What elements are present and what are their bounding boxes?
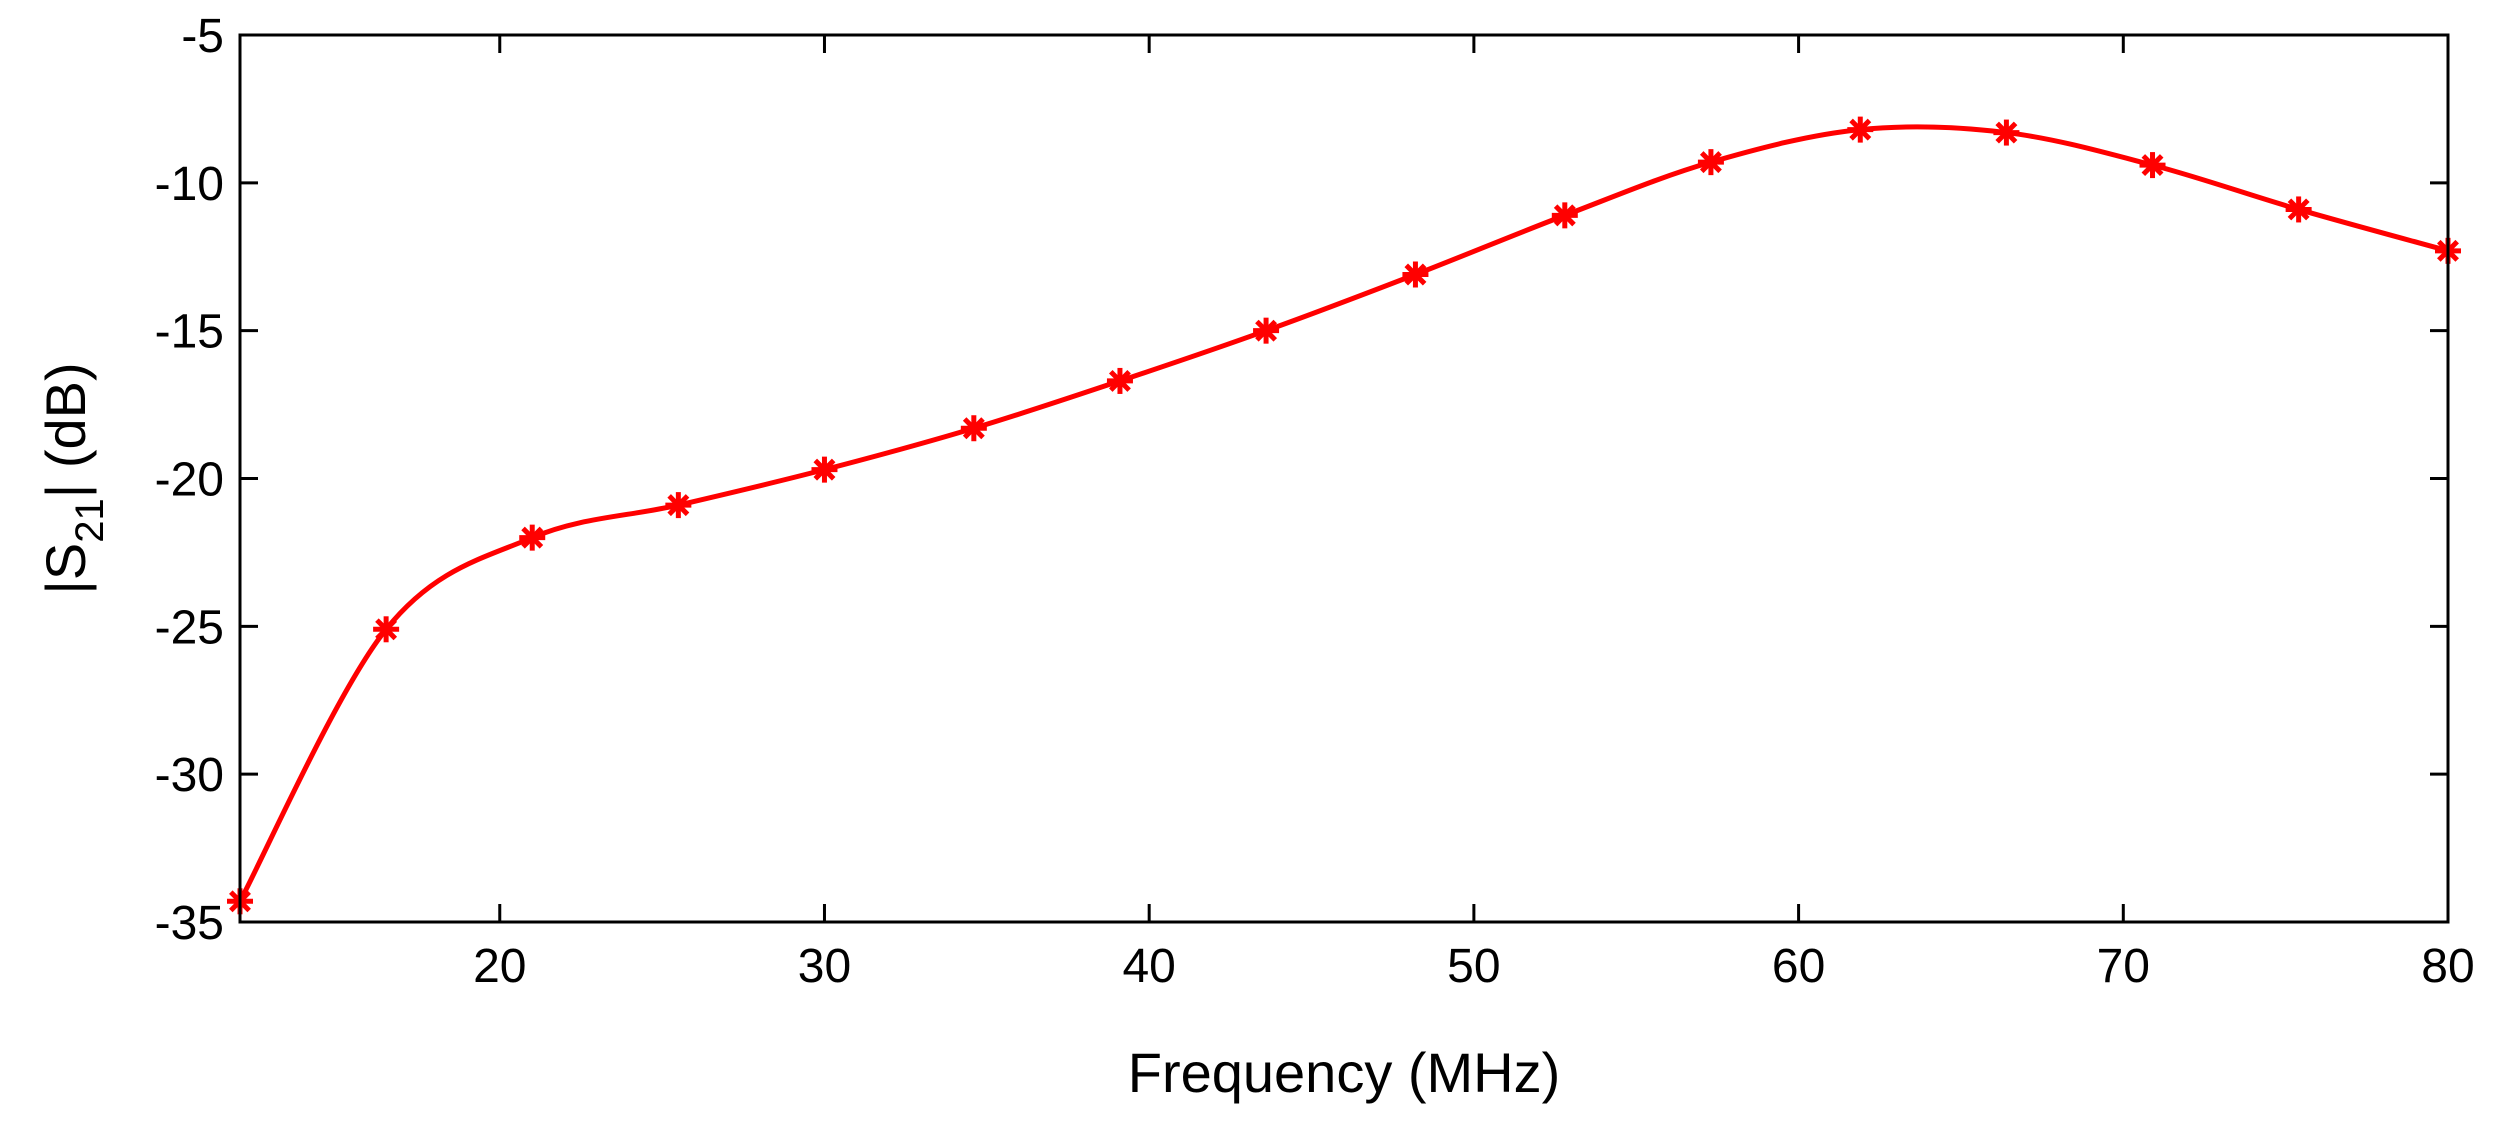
plot-frame bbox=[238, 33, 2450, 924]
y-tick-label: -10 bbox=[155, 158, 224, 211]
data-point-marker bbox=[2285, 196, 2312, 223]
x-tick-label: 60 bbox=[1772, 940, 1825, 993]
data-point-marker bbox=[373, 616, 400, 643]
x-tick-label: 70 bbox=[2097, 940, 2150, 993]
x-tick-label: 50 bbox=[1447, 940, 1500, 993]
data-point-marker bbox=[1847, 116, 1874, 143]
data-point-marker bbox=[1697, 149, 1724, 176]
data-point-marker bbox=[1106, 367, 1133, 394]
series-layer bbox=[227, 116, 2461, 915]
data-point-marker bbox=[1402, 261, 1429, 288]
series-line bbox=[237, 124, 2449, 903]
y-axis-label-subscript: 21 bbox=[68, 498, 112, 543]
data-point-marker bbox=[1551, 202, 1578, 229]
x-tick-label: 40 bbox=[1122, 940, 1175, 993]
x-tick-label: 20 bbox=[473, 940, 526, 993]
data-point-marker bbox=[811, 456, 838, 483]
y-tick-label: -5 bbox=[181, 10, 224, 63]
x-axis-label: Frequency (MHz) bbox=[1128, 1041, 1561, 1104]
y-tick-label: -30 bbox=[155, 749, 224, 802]
data-point-marker bbox=[1993, 119, 2020, 146]
x-tick-label: 30 bbox=[798, 940, 851, 993]
data-point-marker bbox=[960, 415, 987, 442]
y-axis-label-prefix: |S bbox=[34, 543, 97, 595]
x-tick-label: 80 bbox=[2421, 940, 2474, 993]
data-point-marker bbox=[1253, 317, 1280, 344]
data-point-marker bbox=[519, 524, 546, 551]
y-tick-label: -35 bbox=[155, 897, 224, 950]
data-point-marker bbox=[665, 492, 692, 519]
y-axis-label: |S21| (dB) bbox=[34, 362, 112, 594]
ticks-layer: 20 30 40 50 60 70 80 -5 -10 -15 -20 -25 -30 -35 bbox=[155, 10, 2475, 993]
y-tick-label: -15 bbox=[155, 306, 224, 359]
labels-layer: Frequency (MHz) |S21| (dB) bbox=[34, 362, 1560, 1104]
y-tick-label: -25 bbox=[155, 601, 224, 654]
data-point-marker bbox=[2139, 152, 2166, 179]
y-axis-label-suffix: | (dB) bbox=[34, 362, 97, 498]
y-tick-label: -20 bbox=[155, 454, 224, 507]
